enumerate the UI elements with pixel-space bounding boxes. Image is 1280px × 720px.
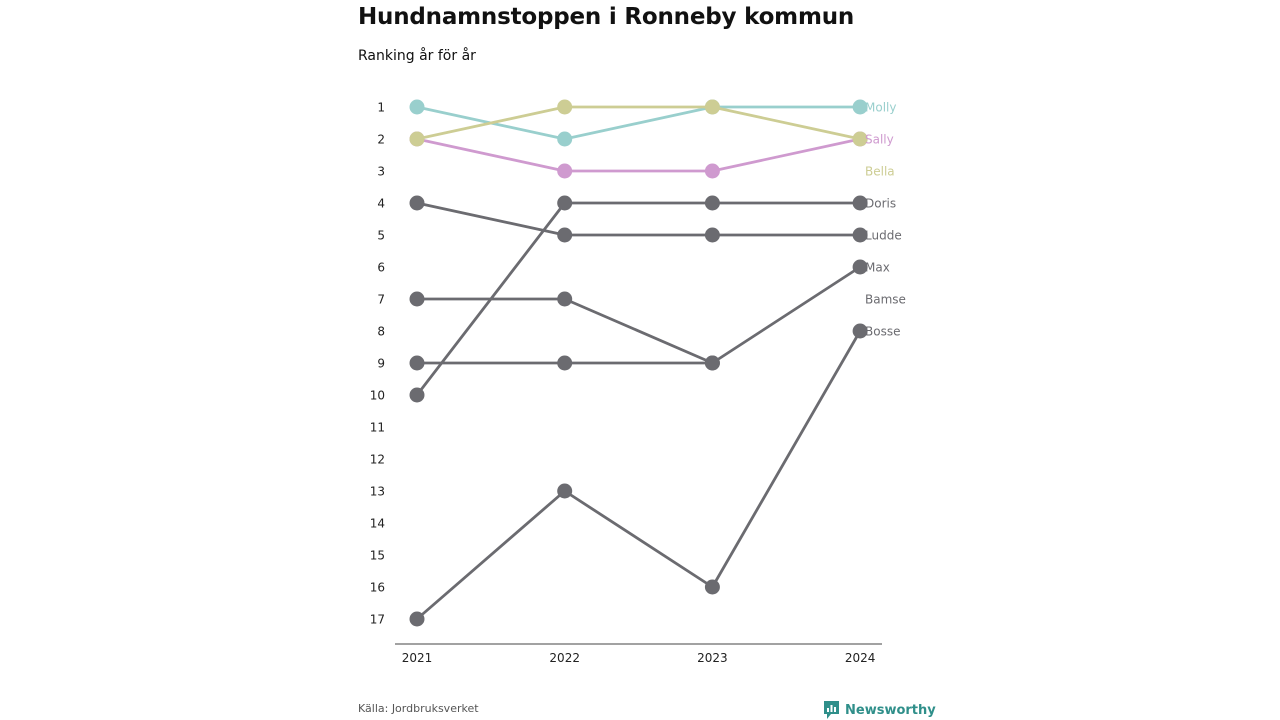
x-tick-label: 2022 xyxy=(549,651,580,665)
data-point-doris xyxy=(852,195,868,211)
data-point-molly xyxy=(557,131,573,147)
source-note: Källa: Jordbruksverket xyxy=(358,702,479,715)
y-tick-label: 7 xyxy=(377,293,385,307)
data-point-bella xyxy=(704,99,720,115)
x-tick-label: 2021 xyxy=(402,651,433,665)
end-label-bamse: Bamse xyxy=(865,293,906,307)
x-tick-label: 2023 xyxy=(697,651,728,665)
data-point-bosse xyxy=(852,323,868,339)
y-tick-label: 14 xyxy=(370,517,385,531)
end-label-sally: Sally xyxy=(865,133,894,147)
y-tick-label: 6 xyxy=(377,261,385,275)
y-tick-label: 15 xyxy=(370,549,385,563)
end-label-molly: Molly xyxy=(865,101,896,115)
newsworthy-logo-icon xyxy=(824,701,839,719)
data-point-ludde xyxy=(557,227,573,243)
data-point-doris xyxy=(704,195,720,211)
data-point-bamse xyxy=(409,355,425,371)
brand-name: Newsworthy xyxy=(845,702,936,718)
y-tick-label: 16 xyxy=(370,581,385,595)
series-line-sally xyxy=(416,137,861,173)
end-label-max: Max xyxy=(865,261,890,275)
data-point-bamse xyxy=(704,355,720,371)
series-line-bella xyxy=(416,105,861,141)
data-point-max xyxy=(409,291,425,307)
y-tick-label: 12 xyxy=(370,453,385,467)
y-tick-label: 2 xyxy=(377,133,385,147)
end-label-bosse: Bosse xyxy=(865,325,900,339)
series-line-molly xyxy=(416,105,861,141)
data-point-max xyxy=(852,259,868,275)
data-point-ludde xyxy=(852,227,868,243)
y-tick-label: 17 xyxy=(370,613,385,627)
data-point-bella xyxy=(557,99,573,115)
end-label-doris: Doris xyxy=(865,197,896,211)
series-line-bosse xyxy=(416,330,862,621)
x-tick-label: 2024 xyxy=(845,651,876,665)
data-point-ludde xyxy=(409,195,425,211)
series-line-ludde xyxy=(416,201,861,237)
data-point-bosse xyxy=(557,483,573,499)
y-tick-label: 5 xyxy=(377,229,385,243)
data-point-ludde xyxy=(704,227,720,243)
chart-title: Hundnamnstoppen i Ronneby kommun xyxy=(358,4,855,30)
data-point-sally xyxy=(704,163,720,179)
data-point-molly xyxy=(852,99,868,115)
y-tick-label: 8 xyxy=(377,325,385,339)
data-point-bella xyxy=(409,131,425,147)
y-tick-label: 9 xyxy=(377,357,385,371)
y-tick-label: 3 xyxy=(377,165,385,179)
y-tick-label: 4 xyxy=(377,197,385,211)
data-point-sally xyxy=(557,163,573,179)
data-point-doris xyxy=(409,387,425,403)
data-point-max xyxy=(557,291,573,307)
brand-logo[interactable]: Newsworthy xyxy=(823,700,936,720)
y-tick-label: 10 xyxy=(370,389,385,403)
end-label-ludde: Ludde xyxy=(865,229,902,243)
data-point-bella xyxy=(852,131,868,147)
y-tick-label: 13 xyxy=(370,485,385,499)
y-tick-label: 11 xyxy=(370,421,385,435)
y-tick-label: 1 xyxy=(377,101,385,115)
data-point-molly xyxy=(409,99,425,115)
data-point-doris xyxy=(557,195,573,211)
data-point-bamse xyxy=(557,355,573,371)
data-point-bosse xyxy=(704,579,720,595)
end-label-bella: Bella xyxy=(865,165,895,179)
chart-subtitle: Ranking år för år xyxy=(358,48,476,64)
series-line-max xyxy=(417,265,861,365)
data-point-bosse xyxy=(409,611,425,627)
